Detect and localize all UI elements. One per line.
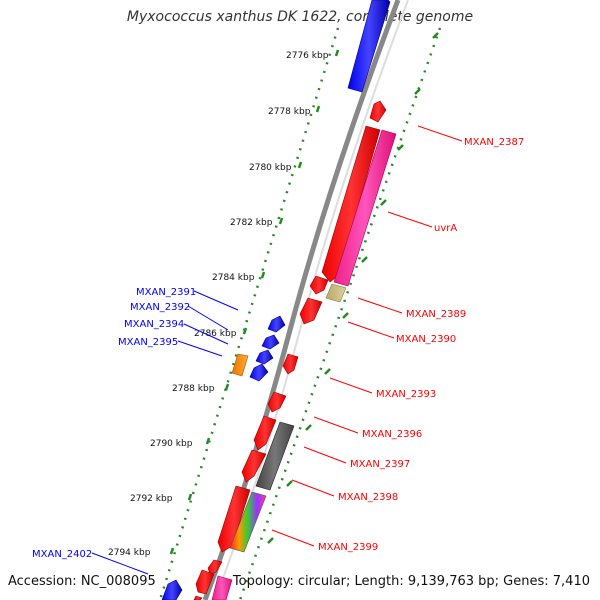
gene-red[interactable] — [282, 353, 299, 375]
tick-label: 2792 kbp — [130, 494, 173, 504]
genome-stats-text: Topology: circular; Length: 9,139,763 bp… — [232, 574, 590, 589]
gene-red-long[interactable] — [217, 485, 251, 553]
gene-label[interactable]: MXAN_2390 — [396, 334, 456, 345]
gene-multicolor[interactable] — [229, 491, 267, 553]
gene-label[interactable]: MXAN_2387 — [464, 137, 524, 148]
gene-blue-small[interactable] — [261, 334, 280, 350]
tick-label: 2780 kbp — [249, 163, 292, 173]
tick-label: 2784 kbp — [212, 273, 255, 283]
tick-label: 2788 kbp — [172, 384, 215, 394]
outer-dotted-axis — [158, 27, 340, 600]
gene-label[interactable]: uvrA — [434, 223, 457, 234]
gene-red[interactable] — [253, 415, 277, 451]
gene-label[interactable]: MXAN_2391 — [136, 287, 196, 298]
gene-orange[interactable] — [231, 353, 249, 377]
gene-label[interactable]: MXAN_2402 — [32, 549, 92, 560]
inner-tick-marks — [267, 32, 439, 544]
gene-tan[interactable] — [325, 283, 347, 303]
gene-red[interactable] — [193, 595, 203, 600]
gene-red[interactable] — [309, 275, 329, 295]
gene-blue-small[interactable] — [249, 363, 269, 382]
gene-blue-small[interactable] — [267, 315, 286, 333]
gene-label[interactable]: MXAN_2399 — [318, 542, 378, 553]
gene-blue[interactable] — [347, 0, 391, 93]
inner-gene-labels: MXAN_2387 uvrA MXAN_2389 MXAN_2390 MXAN_… — [318, 137, 524, 553]
inner-leader-lines — [271, 125, 463, 547]
gene-label[interactable]: MXAN_2398 — [338, 492, 398, 503]
gene-label[interactable]: MXAN_2394 — [124, 319, 184, 330]
inner-dotted-axis — [238, 27, 442, 600]
gene-blue-small[interactable] — [255, 349, 274, 365]
tick-label: 2794 kbp — [108, 548, 151, 558]
gene-label[interactable]: MXAN_2392 — [130, 302, 190, 313]
outer-gene-labels: MXAN_2391 MXAN_2392 MXAN_2394 MXAN_2395 … — [32, 287, 196, 560]
kbp-tick-labels: 2776 kbp 2778 kbp 2780 kbp 2782 kbp 2784… — [108, 51, 329, 558]
gene-red[interactable] — [369, 100, 387, 123]
gene-red[interactable] — [241, 449, 267, 483]
gene-label[interactable]: MXAN_2396 — [362, 429, 422, 440]
tick-label: 2778 kbp — [268, 107, 311, 117]
gene-red[interactable] — [299, 297, 323, 325]
gene-magenta[interactable] — [211, 575, 233, 600]
accession-text: Accession: NC_008095 — [8, 574, 156, 589]
gene-label[interactable]: MXAN_2389 — [406, 309, 466, 320]
gene-label[interactable]: MXAN_2393 — [376, 389, 436, 400]
reverse-genes — [193, 100, 397, 600]
forward-genes — [161, 0, 391, 600]
gene-red[interactable] — [267, 391, 287, 413]
gene-blue-bottom[interactable] — [161, 579, 183, 600]
tick-label: 2776 kbp — [286, 51, 329, 61]
tick-label: 2782 kbp — [230, 218, 273, 228]
gene-label[interactable]: MXAN_2397 — [350, 459, 410, 470]
outer-tick-marks — [169, 49, 340, 555]
outer-leader-lines — [91, 290, 239, 575]
gene-label[interactable]: MXAN_2395 — [118, 337, 178, 348]
gene-red[interactable] — [207, 559, 223, 575]
gene-magenta[interactable] — [333, 129, 397, 287]
tick-label: 2790 kbp — [150, 439, 193, 449]
tick-label: 2786 kbp — [194, 329, 237, 339]
gene-gray[interactable] — [255, 421, 295, 491]
gene-red-long[interactable] — [321, 125, 381, 283]
gene-red[interactable] — [195, 569, 215, 595]
